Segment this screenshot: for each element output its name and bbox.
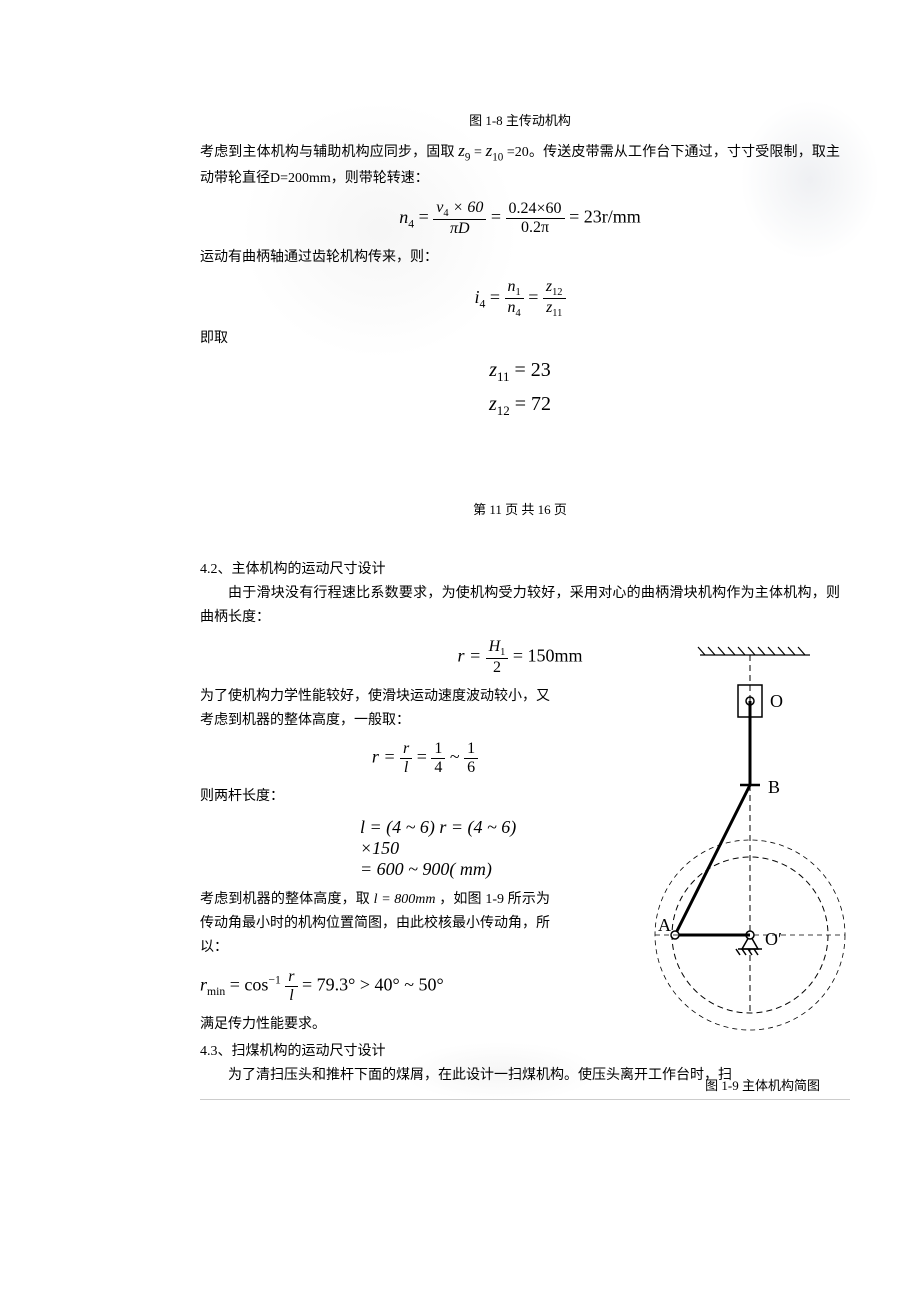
num: 1	[464, 740, 478, 759]
den: l	[400, 759, 412, 777]
eq: =	[417, 747, 427, 767]
fraction: 0.24×60 0.2π	[506, 200, 565, 237]
sub: 1	[500, 647, 505, 658]
mechanism-svg: O B	[570, 635, 860, 1035]
var: n	[508, 299, 516, 316]
label-Oprime: O′	[765, 929, 782, 949]
fraction: 1 6	[464, 740, 478, 777]
num: r	[400, 740, 412, 759]
formula-z11: z11 = 23	[200, 359, 840, 385]
paragraph: 则两杆长度：	[200, 785, 550, 809]
sub: min	[207, 985, 225, 998]
paragraph: 考虑到主体机构与辅助机构应同步，固取 z9 = z10 =20。传送皮带需从工作…	[200, 137, 840, 191]
var: n	[399, 207, 408, 227]
sub: 4	[516, 308, 521, 319]
sub: 11	[552, 308, 562, 319]
variable-z9: z9	[458, 141, 470, 160]
fraction: n1 n4	[505, 278, 524, 319]
paragraph: 运动有曲柄轴通过齿轮机构传来，则：	[200, 246, 840, 270]
var: r	[200, 974, 207, 994]
fraction: H1 2	[486, 638, 509, 677]
sub: 10	[492, 151, 503, 163]
line2: = 600 ~ 900( mm)	[360, 859, 492, 879]
label-A: A	[658, 915, 671, 935]
section-4-2-title: 4.2、主体机构的运动尺寸设计	[200, 558, 840, 578]
formula-z12: z12 = 72	[200, 393, 840, 419]
content-area: 图 1-8 主传动机构 考虑到主体机构与辅助机构应同步，固取 z9 = z10 …	[200, 110, 840, 1088]
den: 0.2π	[506, 219, 565, 237]
sub: 12	[552, 287, 562, 298]
fraction: 1 4	[431, 740, 445, 777]
formula-i4: i4 = n1 n4 = z12 z11	[200, 278, 840, 319]
bottom-rule	[200, 1099, 850, 1100]
sup: −1	[268, 973, 280, 986]
var: H	[489, 638, 501, 655]
formula-r-ratio: r = r l = 1 4 ~ 1 6	[200, 740, 550, 777]
sub: 11	[497, 369, 510, 384]
text: × 60	[453, 199, 484, 216]
paragraph: 由于滑块没有行程速比系数要求，为使机构受力较好，采用对心的曲柄滑块机构作为主体机…	[200, 582, 840, 630]
left-column: 为了使机构力学性能较好，使滑块运动速度波动较小，又考虑到机器的整体高度，一般取：…	[200, 685, 550, 1037]
inline-formula: l = 800mm	[374, 892, 436, 907]
sub: 4	[480, 297, 486, 310]
paragraph: 考虑到机器的整体高度，取 l = 800mm ，如图 1-9 所示为传动角最小时…	[200, 888, 550, 959]
den: πD	[433, 220, 486, 238]
val: = 72	[515, 393, 551, 415]
eq: =	[470, 145, 485, 160]
var: z	[458, 141, 465, 160]
document-page: 图 1-8 主传动机构 考虑到主体机构与辅助机构应同步，固取 z9 = z10 …	[0, 0, 920, 1302]
label-B: B	[768, 777, 780, 797]
num: 1	[431, 740, 445, 759]
tilde: ~	[450, 747, 460, 767]
num: r	[285, 968, 297, 987]
page-footer: 第 11 页 共 16 页	[200, 499, 840, 518]
formula-rmin: rmin = cos−1 r l = 79.3° > 40° ~ 50°	[200, 968, 550, 1005]
val: = 23	[515, 359, 551, 381]
figure-caption-1-9: 图 1-9 主体机构简图	[705, 1075, 820, 1094]
text: 考虑到机器的整体高度，取	[200, 892, 374, 907]
lhs: r =	[372, 747, 396, 767]
result: = 79.3° > 40° ~ 50°	[302, 974, 444, 994]
var: n	[508, 278, 516, 295]
var: z	[489, 393, 497, 415]
lhs: r =	[457, 645, 481, 665]
formula-n4: n4 = v4 × 60 πD = 0.24×60 0.2π = 23r/mm	[200, 199, 840, 238]
figure-1-9-diagram: O B	[570, 635, 860, 1075]
den: l	[285, 987, 297, 1005]
result: = 23r/mm	[569, 207, 641, 227]
two-column-section: 为了使机构力学性能较好，使滑块运动速度波动较小，又考虑到机器的整体高度，一般取：…	[200, 685, 840, 1037]
fraction: v4 × 60 πD	[433, 199, 486, 238]
formula-l: l = (4 ~ 6) r = (4 ~ 6) ×150 = 600 ~ 900…	[200, 817, 550, 880]
den: 6	[464, 759, 478, 777]
paragraph: 满足传力性能要求。	[200, 1013, 550, 1037]
fraction: r l	[400, 740, 412, 777]
den: 2	[486, 659, 509, 677]
sub: 12	[497, 403, 510, 418]
fraction: z12 z11	[543, 278, 566, 319]
var: z	[489, 359, 497, 381]
sub: 1	[516, 287, 521, 298]
sub: 4	[408, 217, 414, 230]
lhs: i4	[475, 287, 486, 307]
eq: = cos	[230, 974, 269, 994]
variable-z10: z10	[486, 141, 504, 160]
lhs: n4	[399, 207, 414, 227]
fraction: r l	[285, 968, 297, 1005]
sub: 4	[443, 208, 448, 219]
paragraph: 为了使机构力学性能较好，使滑块运动速度波动较小，又考虑到机器的整体高度，一般取：	[200, 685, 550, 733]
text: 考虑到主体机构与辅助机构应同步，固取	[200, 145, 458, 160]
figure-caption-1-8: 图 1-8 主传动机构	[200, 110, 840, 129]
den: 4	[431, 759, 445, 777]
label-O: O	[770, 691, 783, 711]
num: 0.24×60	[506, 200, 565, 219]
line1: l = (4 ~ 6) r = (4 ~ 6) ×150	[360, 817, 516, 858]
paragraph: 即取	[200, 327, 840, 351]
